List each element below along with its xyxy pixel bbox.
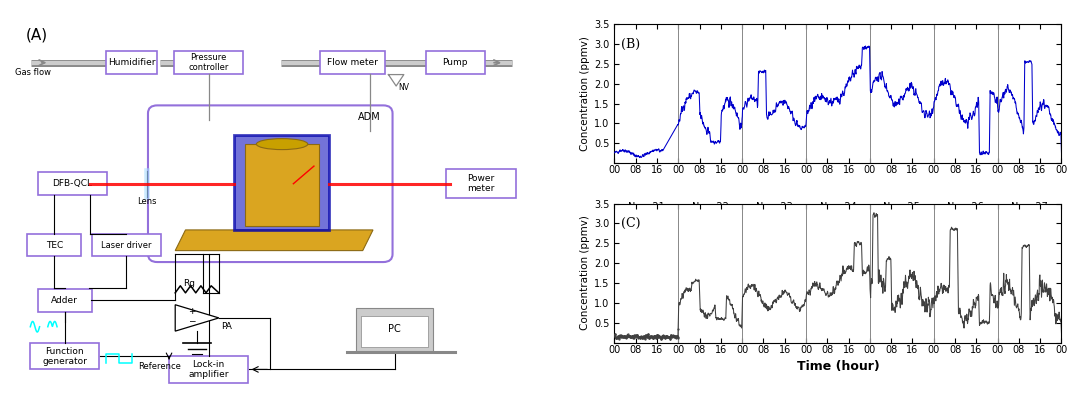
Text: Pump: Pump — [443, 58, 468, 67]
Text: (B): (B) — [621, 38, 640, 51]
Text: Rg: Rg — [183, 279, 194, 288]
Bar — [30, 343, 99, 369]
Text: +: + — [188, 307, 195, 316]
Text: −: − — [188, 317, 195, 326]
Text: Humidifier: Humidifier — [108, 58, 156, 67]
Bar — [38, 172, 107, 195]
Y-axis label: Concentration (ppmv): Concentration (ppmv) — [580, 216, 590, 330]
Polygon shape — [175, 305, 219, 331]
Bar — [106, 51, 158, 74]
Text: Pressure
controller: Pressure controller — [188, 53, 229, 73]
Text: Flow meter: Flow meter — [327, 58, 378, 67]
Bar — [356, 308, 433, 352]
Text: (A): (A) — [26, 27, 49, 42]
Text: Power
meter: Power meter — [468, 174, 495, 193]
Text: TEC: TEC — [45, 241, 63, 250]
Bar — [27, 234, 81, 256]
Text: Lock-in
amplifier: Lock-in amplifier — [188, 360, 229, 379]
Text: Reference: Reference — [138, 362, 181, 371]
Bar — [244, 144, 319, 226]
Text: Adder: Adder — [52, 296, 78, 305]
FancyBboxPatch shape — [148, 105, 392, 262]
Text: Nov. 25: Nov. 25 — [883, 202, 920, 212]
Bar — [361, 316, 428, 347]
Text: PA: PA — [221, 322, 232, 331]
Text: Gas flow: Gas flow — [15, 68, 51, 77]
Bar — [92, 234, 161, 256]
Text: NV: NV — [399, 83, 409, 92]
Bar — [426, 51, 485, 74]
Bar — [38, 289, 92, 312]
Y-axis label: Concentration (ppmv): Concentration (ppmv) — [580, 36, 590, 151]
Text: (C): (C) — [621, 218, 640, 231]
Text: Nov. 23: Nov. 23 — [756, 202, 793, 212]
Text: Nov. 27: Nov. 27 — [1011, 202, 1048, 212]
FancyBboxPatch shape — [9, 10, 527, 397]
Text: ADM: ADM — [357, 112, 380, 122]
Text: Nov. 21: Nov. 21 — [629, 202, 665, 212]
Bar — [234, 135, 329, 230]
Text: Laser driver: Laser driver — [102, 241, 151, 250]
Text: Function
generator: Function generator — [42, 347, 87, 366]
Text: Nov. 24: Nov. 24 — [820, 202, 856, 212]
Ellipse shape — [256, 139, 308, 150]
Text: Nov. 22: Nov. 22 — [692, 202, 729, 212]
Polygon shape — [175, 230, 373, 251]
Bar — [446, 169, 515, 198]
X-axis label: Time (hour): Time (hour) — [797, 360, 879, 373]
Text: Lens: Lens — [137, 197, 157, 206]
Bar — [174, 51, 243, 74]
Text: Nov. 26: Nov. 26 — [947, 202, 984, 212]
Text: PC: PC — [388, 324, 401, 334]
Bar — [168, 356, 248, 383]
Bar — [321, 51, 384, 74]
Text: DFB-QCL: DFB-QCL — [53, 179, 93, 188]
